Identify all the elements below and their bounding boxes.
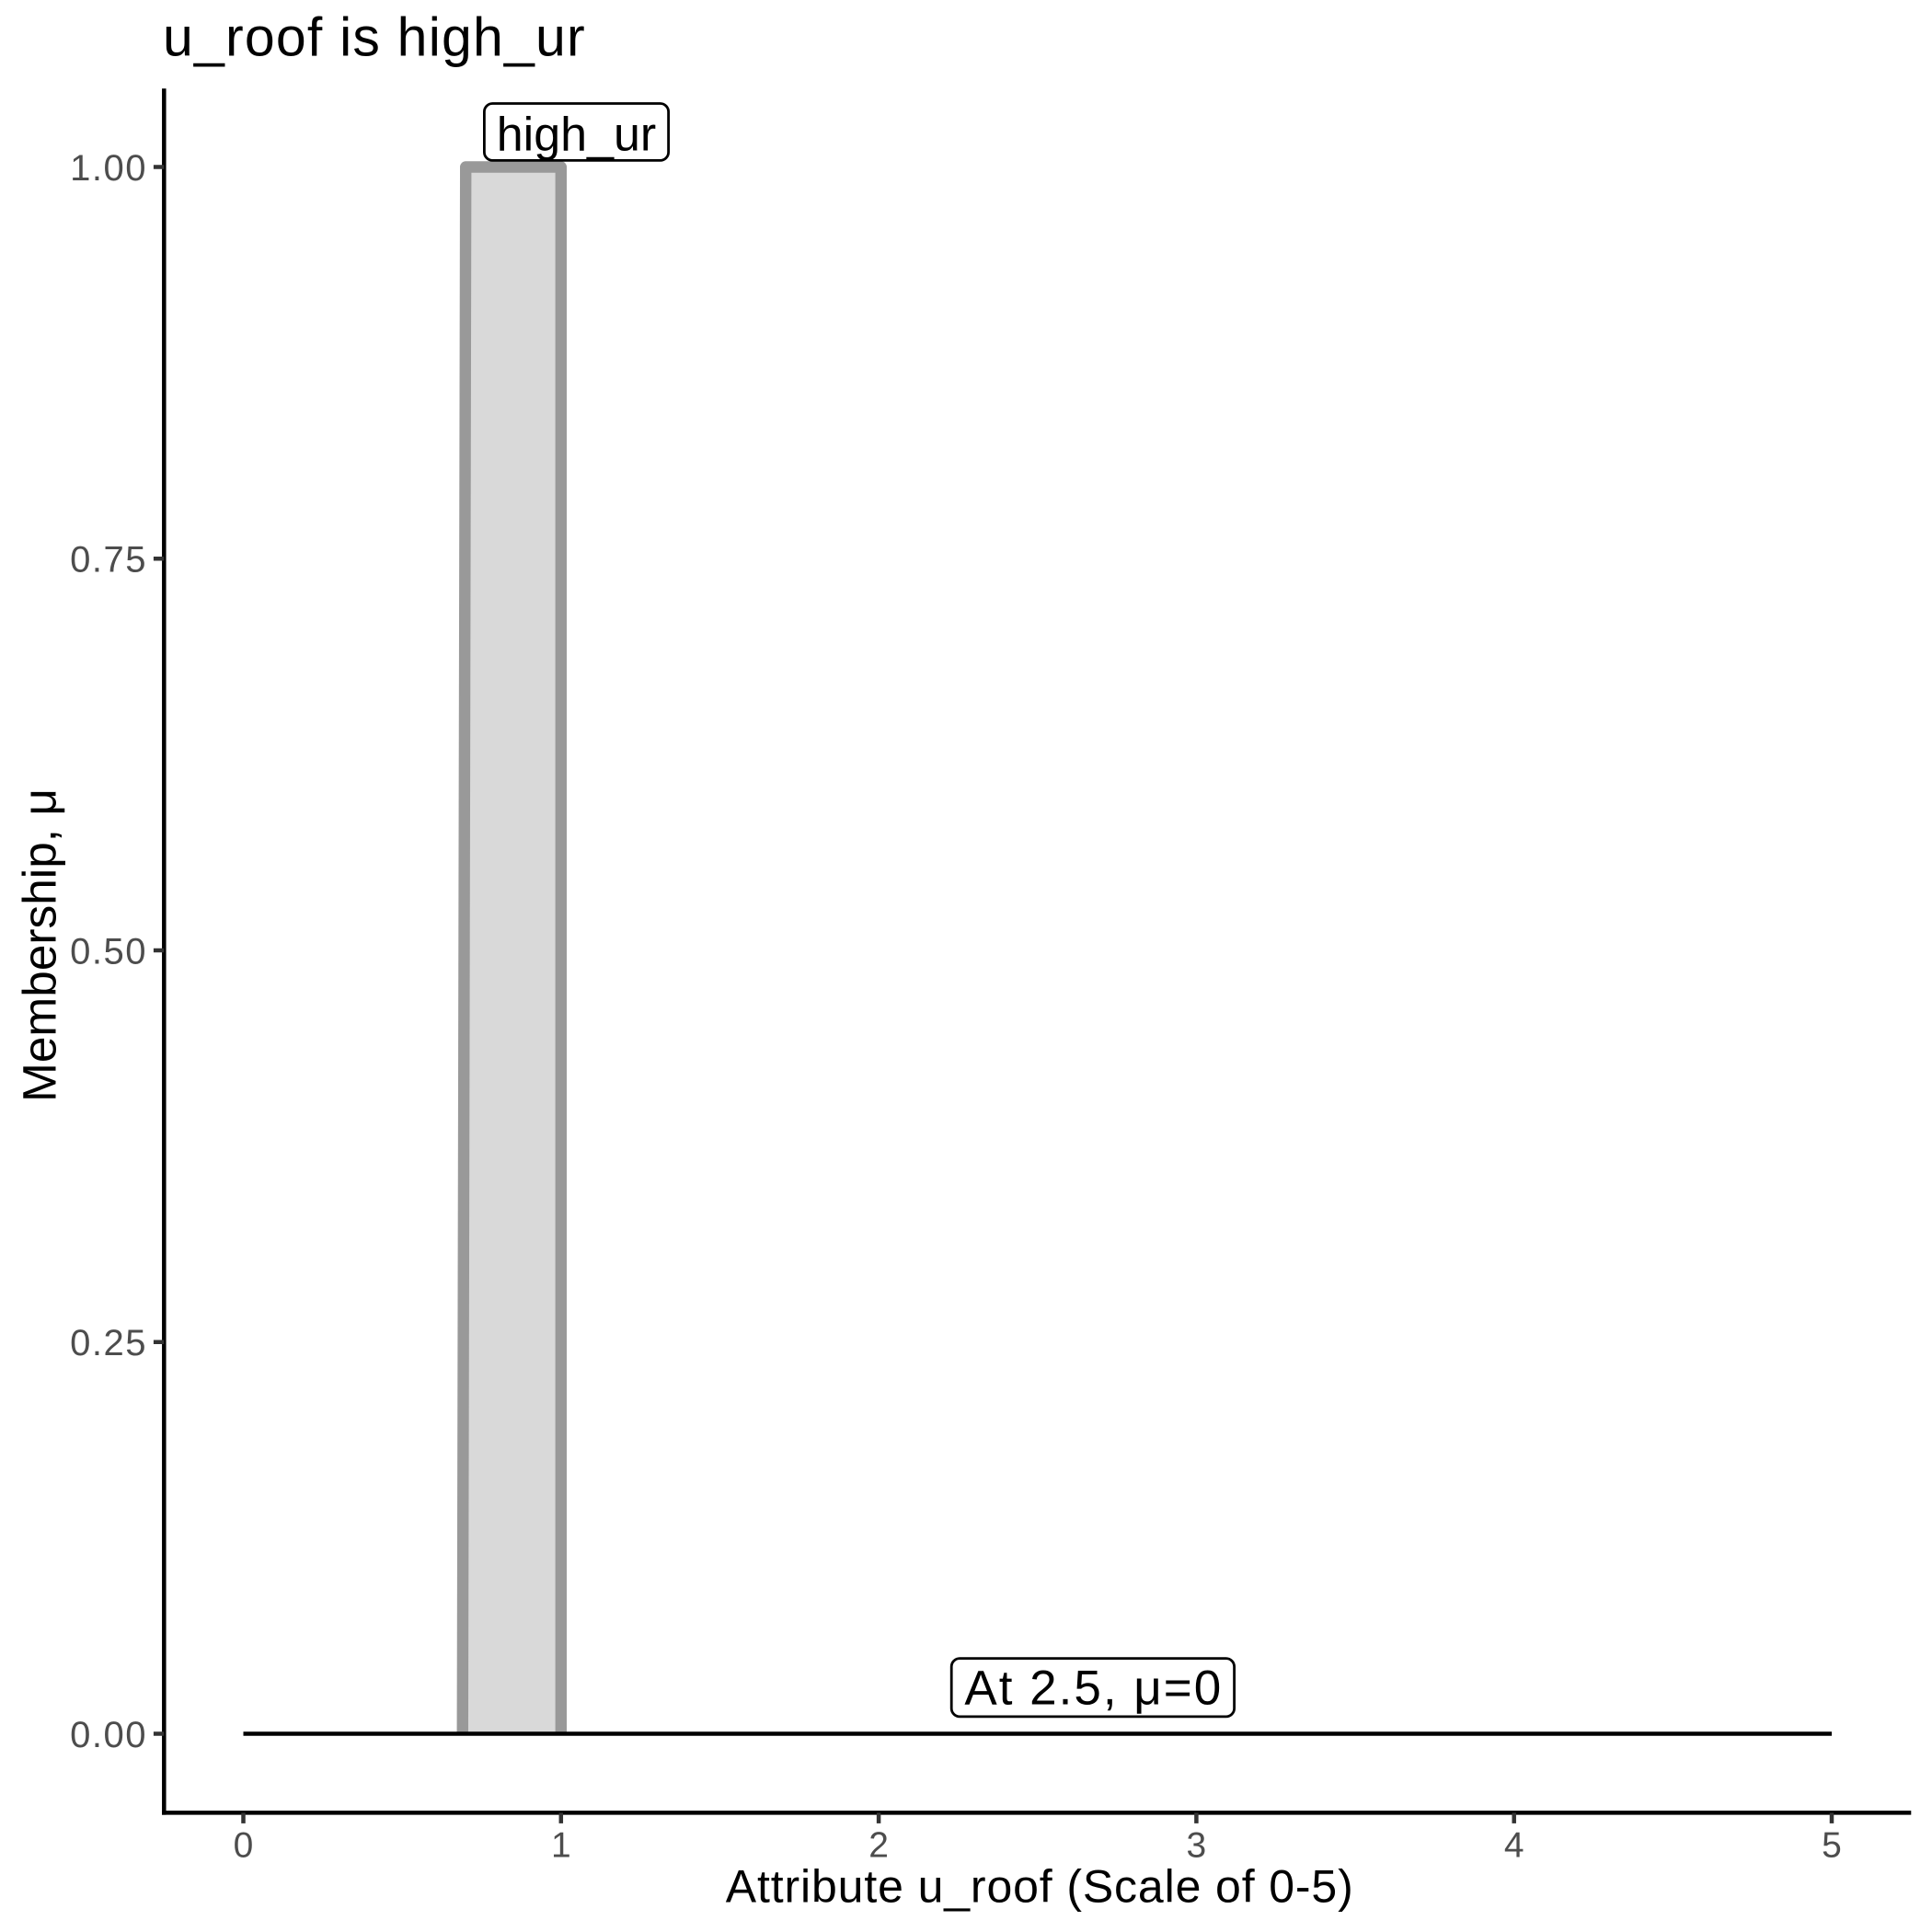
- svg-text:high_ur: high_ur: [497, 109, 656, 162]
- svg-text:At 2.5, μ=0: At 2.5, μ=0: [964, 1661, 1223, 1715]
- svg-text:Attribute u_roof (Scale of 0-5: Attribute u_roof (Scale of 0-5): [726, 1861, 1354, 1913]
- svg-text:2: 2: [868, 1825, 889, 1865]
- svg-text:Membership, μ: Membership, μ: [13, 788, 66, 1102]
- svg-text:5: 5: [1822, 1825, 1842, 1865]
- svg-text:3: 3: [1187, 1825, 1207, 1865]
- svg-text:0.75: 0.75: [70, 540, 147, 581]
- svg-text:0: 0: [234, 1825, 254, 1865]
- svg-text:1: 1: [551, 1825, 571, 1865]
- svg-text:0.00: 0.00: [70, 1715, 147, 1755]
- svg-text:4: 4: [1504, 1825, 1524, 1865]
- svg-text:1.00: 1.00: [70, 148, 147, 189]
- svg-text:u_roof is high_ur: u_roof is high_ur: [163, 6, 586, 67]
- svg-text:0.25: 0.25: [70, 1323, 147, 1363]
- svg-text:0.50: 0.50: [70, 931, 147, 972]
